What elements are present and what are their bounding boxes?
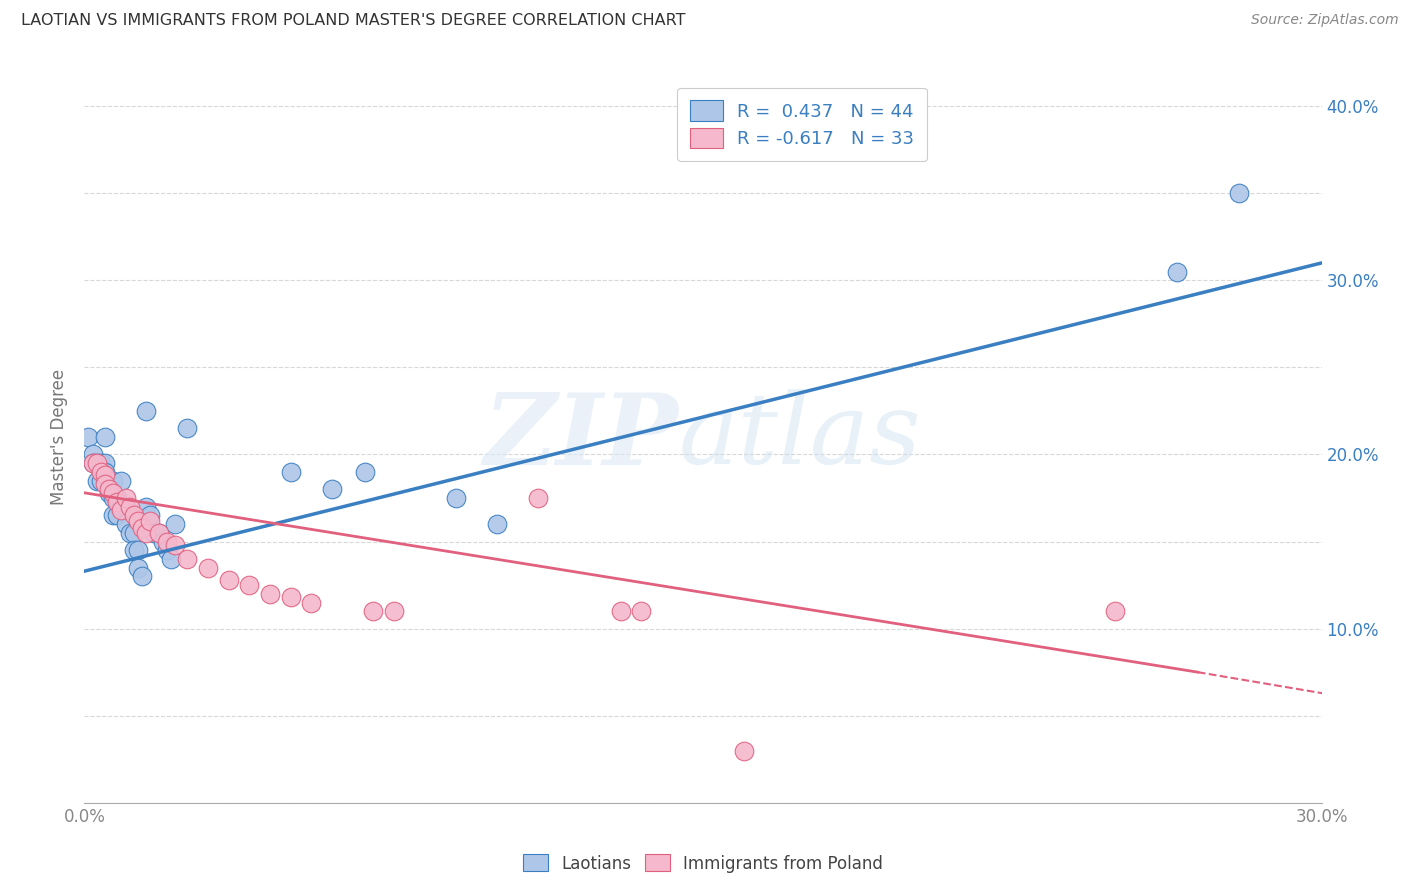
Point bbox=[160, 552, 183, 566]
Point bbox=[280, 591, 302, 605]
Point bbox=[165, 538, 187, 552]
Point bbox=[94, 468, 117, 483]
Point bbox=[361, 604, 384, 618]
Point bbox=[122, 543, 145, 558]
Point bbox=[110, 503, 132, 517]
Point bbox=[280, 465, 302, 479]
Point bbox=[444, 491, 467, 505]
Point bbox=[148, 525, 170, 540]
Text: ZIP: ZIP bbox=[484, 389, 678, 485]
Point bbox=[238, 578, 260, 592]
Point bbox=[98, 483, 121, 497]
Point bbox=[176, 552, 198, 566]
Point bbox=[90, 474, 112, 488]
Point bbox=[127, 514, 149, 528]
Point bbox=[1227, 186, 1250, 201]
Point bbox=[135, 404, 157, 418]
Point bbox=[90, 465, 112, 479]
Point bbox=[127, 560, 149, 574]
Point bbox=[98, 485, 121, 500]
Point bbox=[259, 587, 281, 601]
Point bbox=[321, 483, 343, 497]
Point bbox=[135, 500, 157, 514]
Point bbox=[609, 604, 631, 618]
Point bbox=[382, 604, 405, 618]
Point bbox=[197, 560, 219, 574]
Point bbox=[118, 500, 141, 514]
Point bbox=[105, 494, 128, 508]
Point bbox=[110, 500, 132, 514]
Point bbox=[82, 456, 104, 470]
Point bbox=[148, 525, 170, 540]
Point bbox=[94, 477, 117, 491]
Point bbox=[114, 491, 136, 505]
Point bbox=[353, 465, 375, 479]
Point bbox=[86, 456, 108, 470]
Legend: Laotians, Immigrants from Poland: Laotians, Immigrants from Poland bbox=[516, 847, 890, 880]
Point bbox=[77, 430, 100, 444]
Point bbox=[90, 456, 112, 470]
Point bbox=[156, 543, 179, 558]
Point bbox=[485, 517, 508, 532]
Legend: R =  0.437   N = 44, R = -0.617   N = 33: R = 0.437 N = 44, R = -0.617 N = 33 bbox=[678, 87, 927, 161]
Point bbox=[733, 743, 755, 757]
Point bbox=[218, 573, 240, 587]
Point bbox=[114, 517, 136, 532]
Point bbox=[1166, 265, 1188, 279]
Point bbox=[131, 569, 153, 583]
Point bbox=[127, 543, 149, 558]
Point bbox=[139, 514, 162, 528]
Point bbox=[1104, 604, 1126, 618]
Point bbox=[156, 534, 179, 549]
Point bbox=[105, 491, 128, 505]
Point bbox=[94, 465, 117, 479]
Text: atlas: atlas bbox=[678, 390, 921, 484]
Point bbox=[98, 474, 121, 488]
Point bbox=[110, 474, 132, 488]
Text: LAOTIAN VS IMMIGRANTS FROM POLAND MASTER'S DEGREE CORRELATION CHART: LAOTIAN VS IMMIGRANTS FROM POLAND MASTER… bbox=[21, 13, 686, 29]
Point bbox=[630, 604, 652, 618]
Point bbox=[135, 525, 157, 540]
Point bbox=[103, 491, 125, 505]
Y-axis label: Master's Degree: Master's Degree bbox=[51, 369, 69, 505]
Point bbox=[114, 500, 136, 514]
Point bbox=[103, 474, 125, 488]
Point bbox=[86, 474, 108, 488]
Point bbox=[94, 430, 117, 444]
Point bbox=[527, 491, 550, 505]
Point bbox=[94, 456, 117, 470]
Point bbox=[122, 525, 145, 540]
Point bbox=[103, 508, 125, 523]
Point bbox=[86, 456, 108, 470]
Point bbox=[105, 508, 128, 523]
Point bbox=[152, 534, 174, 549]
Point bbox=[131, 521, 153, 535]
Point bbox=[82, 448, 104, 462]
Point bbox=[103, 485, 125, 500]
Point bbox=[118, 525, 141, 540]
Point bbox=[82, 456, 104, 470]
Point bbox=[176, 421, 198, 435]
Point bbox=[165, 517, 187, 532]
Point bbox=[299, 595, 322, 609]
Point bbox=[122, 508, 145, 523]
Point bbox=[143, 525, 166, 540]
Point bbox=[139, 508, 162, 523]
Text: Source: ZipAtlas.com: Source: ZipAtlas.com bbox=[1251, 13, 1399, 28]
